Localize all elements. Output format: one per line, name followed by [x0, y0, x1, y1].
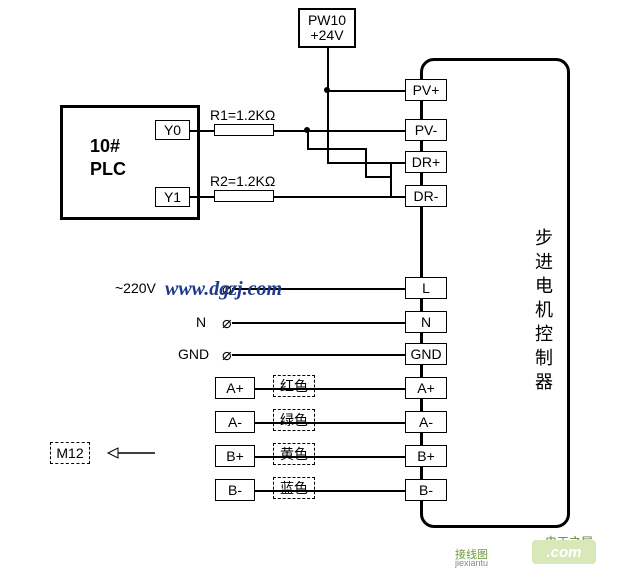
power-line1: PW10	[308, 13, 346, 28]
controller-label-text: 步进电机控制器	[533, 228, 553, 396]
plc-port-y0-label: Y0	[164, 122, 181, 138]
term-b-plus-label: B+	[417, 448, 435, 464]
motor-left-a-minus: A-	[215, 411, 255, 433]
motor-color-b-minus-label: 蓝色	[280, 478, 308, 498]
plc-label-1: 10#	[90, 136, 120, 156]
motor-color-b-plus: 黄色	[273, 443, 315, 465]
plc-label: 10# PLC	[90, 135, 126, 182]
motor-left-a-plus-label: A+	[226, 380, 244, 396]
resistor-r1	[214, 124, 274, 136]
motor-color-a-minus-label: 绿色	[280, 410, 308, 430]
term-b-minus: B-	[405, 479, 447, 501]
m12-label: M12	[56, 445, 83, 461]
motor-color-b-plus-label: 黄色	[280, 444, 308, 464]
wire-j2-v2	[365, 148, 367, 176]
plc-port-y0: Y0	[155, 120, 190, 140]
footer-badge: .com	[532, 540, 596, 564]
term-l: L	[405, 277, 447, 299]
mains-gnd-sym: ⌀	[222, 345, 232, 365]
resistor-r1-label: R1=1.2KΩ	[210, 107, 275, 123]
motor-left-b-minus: B-	[215, 479, 255, 501]
power-box: PW10 +24V	[298, 8, 356, 48]
wire-j2-h2	[365, 176, 391, 178]
mains-gnd-label: GND	[178, 346, 209, 362]
term-a-minus-label: A-	[419, 414, 433, 430]
term-a-plus-label: A+	[417, 380, 435, 396]
term-a-plus: A+	[405, 377, 447, 399]
wire-motor-b-minus	[255, 490, 405, 492]
wire-to-pvplus	[327, 90, 405, 92]
term-b-minus-label: B-	[419, 482, 433, 498]
resistor-r2-label: R2=1.2KΩ	[210, 173, 275, 189]
term-b-plus: B+	[405, 445, 447, 467]
wire-j2-v3	[390, 162, 392, 196]
motor-left-b-minus-label: B-	[228, 482, 242, 498]
wire-motor-b-plus	[255, 456, 405, 458]
power-line2: +24V	[310, 28, 343, 43]
m12-box: M12	[50, 442, 90, 464]
wire-pw-down	[327, 48, 329, 162]
plc-label-2: PLC	[90, 159, 126, 179]
term-pv-plus-label: PV+	[413, 82, 440, 98]
term-gnd-label: GND	[410, 346, 441, 362]
junction-1	[324, 87, 330, 93]
wire-motor-a-minus	[255, 422, 405, 424]
motor-color-b-minus: 蓝色	[273, 477, 315, 499]
plc-port-y1: Y1	[155, 187, 190, 207]
controller-label: 步进电机控制器	[530, 228, 556, 396]
resistor-r2	[214, 190, 274, 202]
mains-n-label: N	[196, 314, 206, 330]
plc-port-y1-label: Y1	[164, 189, 181, 205]
footer-badge-text: .com	[546, 544, 581, 561]
term-pv-minus: PV-	[405, 119, 447, 141]
motor-left-a-plus: A+	[215, 377, 255, 399]
term-pv-minus-label: PV-	[415, 122, 438, 138]
mains-n-sym: ⌀	[222, 313, 232, 333]
term-dr-minus-label: DR-	[414, 188, 439, 204]
footer-jiexiantu-py: jiexiantu	[455, 558, 488, 568]
term-n-label: N	[421, 314, 431, 330]
wire-j2-h	[307, 148, 365, 150]
term-n: N	[405, 311, 447, 333]
motor-color-a-plus: 红色	[273, 375, 315, 397]
mains-220v-label: ~220V	[115, 280, 156, 296]
term-l-label: L	[422, 280, 430, 296]
motor-left-b-plus: B+	[215, 445, 255, 467]
watermark: www.dgzj.com	[165, 278, 282, 301]
wire-n	[232, 322, 405, 324]
wire-motor-a-plus	[255, 388, 405, 390]
diagram-root: PW10 +24V 10# PLC Y0 Y1 R1=1.2KΩ R2=1.2K…	[0, 0, 636, 570]
motor-color-a-plus-label: 红色	[280, 376, 308, 396]
term-a-minus: A-	[405, 411, 447, 433]
wire-gnd	[232, 354, 405, 356]
term-dr-plus-label: DR+	[412, 154, 440, 170]
motor-left-a-minus-label: A-	[228, 414, 242, 430]
junction-2	[304, 127, 310, 133]
term-dr-plus: DR+	[405, 151, 447, 173]
motor-left-b-plus-label: B+	[226, 448, 244, 464]
term-dr-minus: DR-	[405, 185, 447, 207]
motor-color-a-minus: 绿色	[273, 409, 315, 431]
term-pv-plus: PV+	[405, 79, 447, 101]
term-gnd: GND	[405, 343, 447, 365]
